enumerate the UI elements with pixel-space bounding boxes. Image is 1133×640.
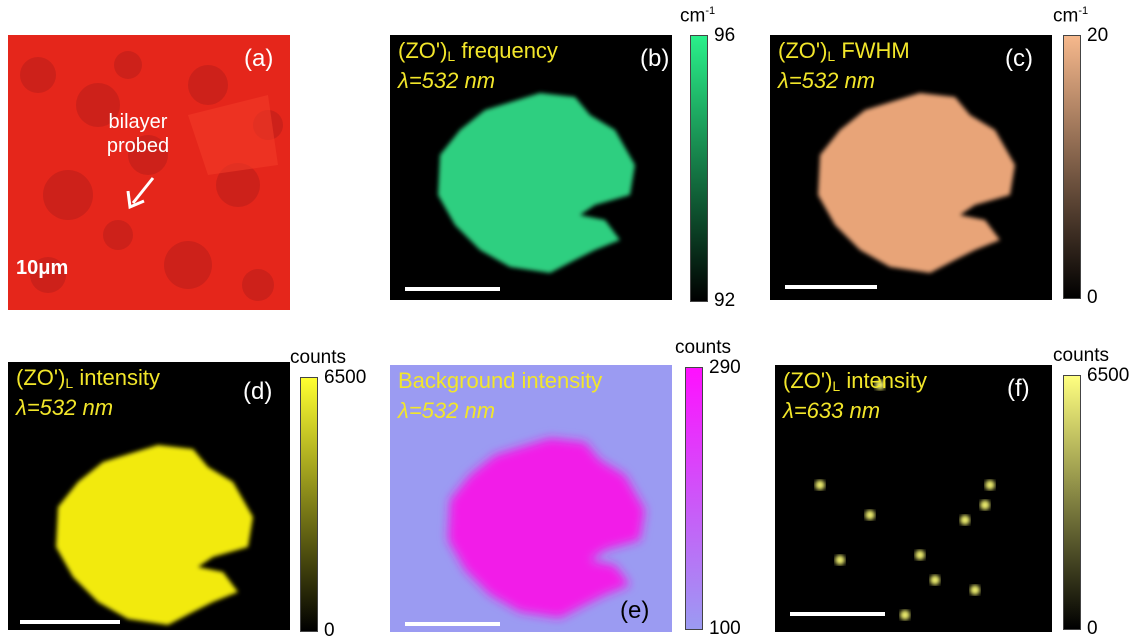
title-rest: intensity — [73, 365, 161, 390]
unit: cm — [680, 5, 706, 27]
unit: counts — [290, 347, 346, 368]
panel-title: (ZO')L intensity — [16, 364, 160, 397]
map — [448, 438, 645, 618]
panel-title: (ZO')L intensity — [783, 367, 927, 400]
colorbar-min: 0 — [1087, 287, 1098, 308]
wavelength: λ=532 nm — [398, 398, 496, 423]
colorbar-unit: counts — [675, 337, 731, 359]
panel-title: Background intensity — [398, 367, 602, 395]
map — [818, 93, 1015, 273]
map — [20, 51, 283, 301]
colorbar-max: 6500 — [1087, 365, 1130, 386]
title-subscript: L — [65, 375, 74, 391]
panel-title: (ZO')L frequency — [398, 37, 558, 70]
colorbar-max: 20 — [1087, 25, 1109, 46]
image-panel: Background intensity λ=532 nm (e) — [390, 365, 672, 632]
colorbar-min: 0 — [324, 620, 335, 640]
title-main: (ZO') — [778, 38, 828, 63]
colorbar-unit: counts — [290, 347, 346, 369]
title-subscript: L — [827, 48, 836, 64]
colorbar-min: 100 — [709, 618, 741, 639]
colorbar — [1063, 35, 1081, 299]
scale-bar — [790, 612, 885, 616]
title-main: (ZO') — [16, 365, 66, 390]
colorbar-max: 96 — [714, 25, 736, 46]
wavelength: λ=532 nm — [398, 68, 496, 93]
scale-bar — [20, 620, 120, 624]
map — [56, 445, 253, 625]
unit: counts — [1053, 345, 1109, 366]
map — [815, 380, 995, 620]
wavelength: λ=532 nm — [16, 395, 114, 420]
colorbar — [300, 377, 318, 632]
image-panel: (ZO')L intensity λ=532 nm (d) — [8, 362, 290, 630]
colorbar-unit: cm-1 — [1053, 5, 1088, 27]
scale-bar — [405, 287, 500, 291]
annotation: bilayer probed — [106, 111, 170, 157]
image-panel: (ZO')L intensity λ=633 nm (f) — [775, 365, 1052, 632]
colorbar-max: 6500 — [324, 367, 367, 388]
unit-sup: -1 — [1078, 5, 1089, 17]
panel-label: (c) — [1005, 45, 1033, 72]
panel-title: (ZO')L FWHM — [778, 37, 910, 70]
colorbar — [690, 35, 708, 302]
title-rest: FWHM — [835, 38, 910, 63]
unit: cm — [1053, 5, 1079, 27]
panel-label: (b) — [640, 45, 670, 72]
scale-bar — [405, 622, 500, 626]
panel-label: (d) — [243, 378, 273, 405]
colorbar-unit: counts — [1053, 345, 1109, 367]
scale-bar-label: 10μm — [16, 257, 69, 279]
title-rest: frequency — [455, 38, 558, 63]
colorbar-min: 0 — [1087, 618, 1098, 639]
image-panel: (ZO')L frequency λ=532 nm (b) — [390, 35, 672, 300]
image-panel: bilayer probed 10μm (a) — [8, 35, 290, 310]
colorbar — [685, 367, 703, 630]
title-subscript: L — [832, 378, 841, 394]
image-panel: (ZO')L FWHM λ=532 nm (c) — [770, 35, 1052, 300]
unit-sup: -1 — [705, 5, 716, 17]
title-main: Background intensity — [398, 368, 603, 393]
colorbar-max: 290 — [709, 357, 741, 378]
wavelength: λ=532 nm — [778, 68, 876, 93]
map — [438, 93, 635, 273]
panel-label: (f) — [1007, 375, 1030, 402]
panel-label: (a) — [244, 45, 274, 72]
colorbar — [1063, 375, 1081, 630]
title-rest: intensity — [840, 368, 928, 393]
panel-label: (e) — [620, 597, 650, 624]
scale-bar — [785, 285, 877, 289]
title-subscript: L — [447, 48, 456, 64]
title-main: (ZO') — [398, 38, 448, 63]
title-main: (ZO') — [783, 368, 833, 393]
wavelength: λ=633 nm — [783, 398, 881, 423]
colorbar-unit: cm-1 — [680, 5, 715, 27]
colorbar-min: 92 — [714, 290, 736, 311]
unit: counts — [675, 337, 731, 358]
